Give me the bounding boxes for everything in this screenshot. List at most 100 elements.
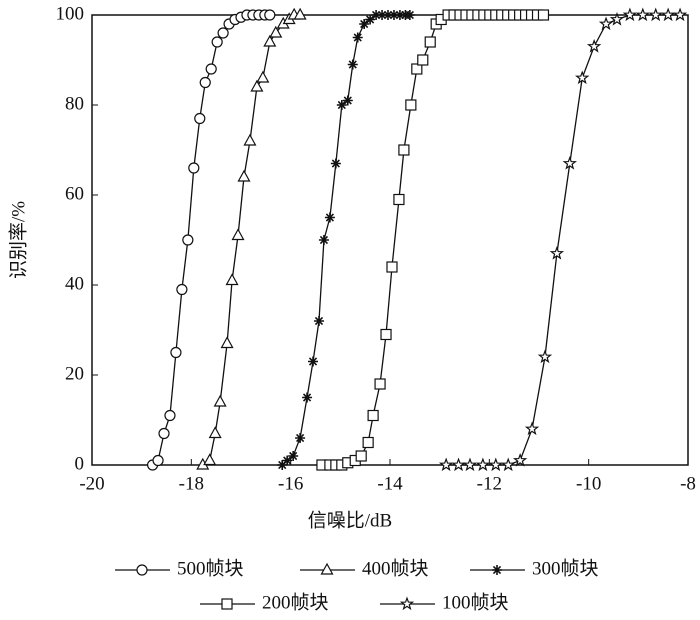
marker (152, 454, 164, 467)
marker (237, 169, 251, 182)
marker (194, 112, 206, 125)
marker (501, 457, 516, 472)
marker (213, 394, 227, 407)
marker (394, 10, 405, 20)
marker (176, 283, 188, 296)
y-tick-label: 40 (65, 273, 84, 294)
marker (609, 11, 625, 26)
y-tick-label: 60 (65, 183, 84, 204)
marker (264, 9, 276, 21)
marker (336, 100, 347, 110)
marker (221, 598, 233, 610)
legend-label: 300帧块 (532, 557, 599, 579)
marker (365, 14, 376, 25)
marker (158, 427, 170, 440)
marker (269, 25, 283, 38)
marker (451, 457, 466, 472)
marker (524, 421, 540, 436)
marker (537, 9, 550, 21)
marker (188, 162, 200, 174)
series-line (281, 14, 410, 466)
marker (205, 63, 217, 75)
marker (164, 409, 176, 422)
marker (182, 234, 194, 246)
marker (342, 95, 353, 106)
marker (399, 596, 415, 611)
marker (288, 451, 299, 461)
marker (282, 455, 293, 466)
marker (672, 7, 688, 22)
marker (386, 261, 398, 273)
marker (318, 235, 329, 245)
marker (648, 7, 663, 22)
marker (231, 228, 245, 241)
marker (388, 10, 399, 20)
marker (411, 63, 423, 75)
marker (383, 10, 394, 20)
marker (393, 193, 405, 206)
marker (347, 59, 358, 70)
marker (256, 70, 270, 83)
marker (359, 19, 370, 29)
series-line (321, 14, 544, 466)
series-line (446, 14, 681, 466)
marker (308, 356, 319, 367)
marker (438, 457, 454, 472)
marker (374, 378, 386, 390)
marker (660, 7, 676, 22)
marker (488, 457, 503, 472)
series-line (202, 14, 301, 466)
plot-frame (91, 14, 689, 466)
marker (293, 7, 307, 20)
marker (362, 436, 374, 449)
marker (380, 328, 392, 341)
x-tick-label: -8 (680, 473, 696, 494)
marker (417, 54, 429, 66)
marker (225, 273, 239, 286)
legend-label: 100帧块 (442, 591, 509, 613)
legend-label: 500帧块 (177, 557, 244, 579)
marker (243, 133, 257, 146)
marker (598, 16, 614, 31)
marker (199, 76, 211, 89)
marker (352, 32, 363, 43)
marker (170, 346, 182, 359)
series-line (152, 14, 270, 466)
marker (549, 245, 565, 260)
x-tick-label: -16 (278, 473, 303, 494)
marker (203, 453, 217, 466)
x-tick-label: -12 (477, 473, 502, 494)
marker (302, 392, 313, 403)
marker (211, 36, 223, 48)
y-tick-label: 0 (75, 453, 85, 474)
marker (562, 155, 577, 170)
x-tick-label: -14 (377, 473, 403, 494)
marker (263, 34, 277, 47)
marker (324, 212, 335, 223)
y-tick-label: 100 (56, 3, 85, 24)
marker (377, 10, 388, 20)
marker (217, 27, 229, 39)
marker (575, 70, 590, 85)
marker (635, 7, 650, 22)
marker (405, 99, 417, 111)
marker (492, 565, 502, 575)
marker (355, 450, 367, 462)
marker (136, 564, 148, 576)
marker (330, 158, 341, 169)
marker (622, 7, 638, 22)
marker (404, 10, 415, 20)
y-tick-label: 20 (65, 363, 84, 384)
marker (586, 38, 602, 53)
legend-label: 400帧块 (362, 557, 429, 579)
marker (277, 460, 288, 470)
marker (313, 316, 324, 326)
legend-label: 200帧块 (262, 591, 329, 613)
x-tick-label: -18 (179, 473, 204, 494)
marker (398, 144, 410, 156)
marker (462, 457, 478, 472)
y-axis-label: 识别率/% (7, 201, 29, 279)
marker (295, 433, 306, 443)
marker (250, 79, 264, 92)
marker (367, 409, 379, 422)
